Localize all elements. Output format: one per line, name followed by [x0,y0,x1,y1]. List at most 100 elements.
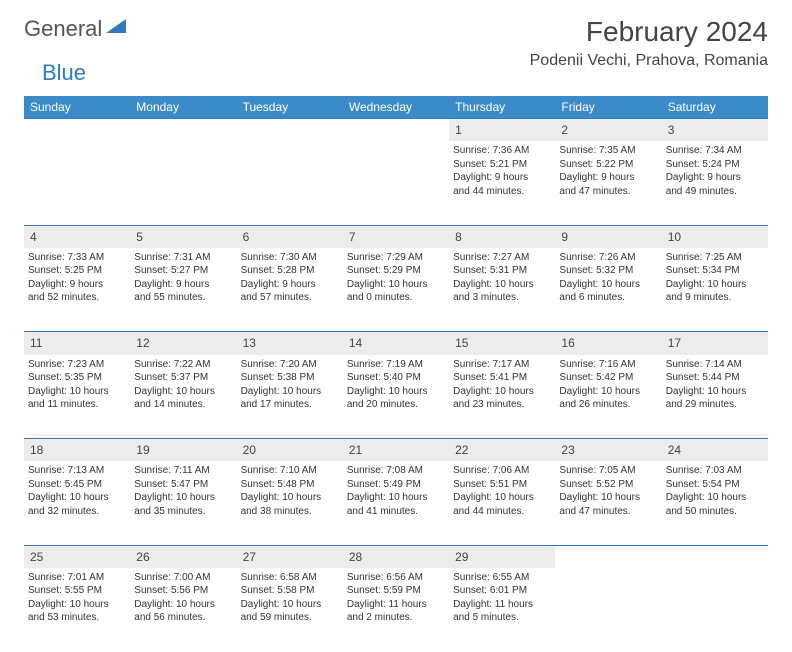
day1-text: Daylight: 10 hours [559,385,657,399]
sunrise-text: Sunrise: 7:33 AM [28,251,126,265]
sunrise-text: Sunrise: 7:29 AM [347,251,445,265]
day-number: 11 [24,332,130,355]
weekday-header: Friday [555,96,661,119]
day1-text: Daylight: 10 hours [134,598,232,612]
day2-text: and 35 minutes. [134,505,232,519]
day-cell: Sunrise: 7:23 AMSunset: 5:35 PMDaylight:… [24,355,130,439]
day-number: 24 [662,439,768,462]
day1-text: Daylight: 10 hours [453,491,551,505]
sunrise-text: Sunrise: 7:00 AM [134,571,232,585]
sunset-text: Sunset: 5:25 PM [28,264,126,278]
sunset-text: Sunset: 5:29 PM [347,264,445,278]
day2-text: and 50 minutes. [666,505,764,519]
sunrise-text: Sunrise: 7:27 AM [453,251,551,265]
weekday-header: Tuesday [237,96,343,119]
location: Podenii Vechi, Prahova, Romania [530,52,768,70]
day-number: 17 [662,332,768,355]
day-cell [24,141,130,225]
month-title: February 2024 [530,16,768,48]
day2-text: and 26 minutes. [559,398,657,412]
day2-text: and 57 minutes. [241,291,339,305]
weekday-header: Saturday [662,96,768,119]
sunset-text: Sunset: 5:28 PM [241,264,339,278]
sunrise-text: Sunrise: 7:25 AM [666,251,764,265]
day-cell: Sunrise: 7:33 AMSunset: 5:25 PMDaylight:… [24,248,130,332]
day-cell [662,568,768,652]
day-number: 15 [449,332,555,355]
sunrise-text: Sunrise: 7:03 AM [666,464,764,478]
logo-triangle-icon [106,19,126,40]
day1-text: Daylight: 9 hours [666,171,764,185]
day-number: 25 [24,545,130,568]
day-cell: Sunrise: 7:35 AMSunset: 5:22 PMDaylight:… [555,141,661,225]
sunset-text: Sunset: 6:01 PM [453,584,551,598]
day-cell: Sunrise: 7:25 AMSunset: 5:34 PMDaylight:… [662,248,768,332]
day-cell: Sunrise: 7:17 AMSunset: 5:41 PMDaylight:… [449,355,555,439]
logo-text-general: General [24,16,102,42]
sunrise-text: Sunrise: 7:11 AM [134,464,232,478]
day2-text: and 44 minutes. [453,185,551,199]
sunset-text: Sunset: 5:55 PM [28,584,126,598]
day-number: 7 [343,225,449,248]
day1-text: Daylight: 10 hours [666,278,764,292]
day-number [662,545,768,568]
day-cell: Sunrise: 6:58 AMSunset: 5:58 PMDaylight:… [237,568,343,652]
day1-text: Daylight: 10 hours [453,385,551,399]
day1-text: Daylight: 10 hours [347,491,445,505]
sunset-text: Sunset: 5:35 PM [28,371,126,385]
day-cell: Sunrise: 7:36 AMSunset: 5:21 PMDaylight:… [449,141,555,225]
sunset-text: Sunset: 5:52 PM [559,478,657,492]
sunset-text: Sunset: 5:32 PM [559,264,657,278]
day2-text: and 38 minutes. [241,505,339,519]
day1-text: Daylight: 10 hours [666,491,764,505]
day-cell: Sunrise: 7:10 AMSunset: 5:48 PMDaylight:… [237,461,343,545]
day-cell: Sunrise: 7:14 AMSunset: 5:44 PMDaylight:… [662,355,768,439]
day-cell: Sunrise: 7:22 AMSunset: 5:37 PMDaylight:… [130,355,236,439]
sunrise-text: Sunrise: 7:06 AM [453,464,551,478]
sunset-text: Sunset: 5:22 PM [559,158,657,172]
sunrise-text: Sunrise: 7:31 AM [134,251,232,265]
day-cell [555,568,661,652]
day2-text: and 41 minutes. [347,505,445,519]
day-number [237,119,343,142]
day-number: 10 [662,225,768,248]
day-cell: Sunrise: 7:31 AMSunset: 5:27 PMDaylight:… [130,248,236,332]
sunrise-text: Sunrise: 7:17 AM [453,358,551,372]
day1-text: Daylight: 9 hours [559,171,657,185]
weekday-header: Monday [130,96,236,119]
daynum-row: 123 [24,119,768,142]
day2-text: and 29 minutes. [666,398,764,412]
sunset-text: Sunset: 5:44 PM [666,371,764,385]
day2-text: and 32 minutes. [28,505,126,519]
day1-text: Daylight: 9 hours [241,278,339,292]
daynum-row: 18192021222324 [24,439,768,462]
sunset-text: Sunset: 5:51 PM [453,478,551,492]
sunset-text: Sunset: 5:41 PM [453,371,551,385]
day2-text: and 17 minutes. [241,398,339,412]
day1-text: Daylight: 10 hours [666,385,764,399]
sunrise-text: Sunrise: 7:10 AM [241,464,339,478]
day1-text: Daylight: 10 hours [347,385,445,399]
day-number: 18 [24,439,130,462]
week-row: Sunrise: 7:01 AMSunset: 5:55 PMDaylight:… [24,568,768,652]
weekday-header: Thursday [449,96,555,119]
sunrise-text: Sunrise: 7:20 AM [241,358,339,372]
day-cell: Sunrise: 7:06 AMSunset: 5:51 PMDaylight:… [449,461,555,545]
day-number: 1 [449,119,555,142]
day-cell: Sunrise: 7:03 AMSunset: 5:54 PMDaylight:… [662,461,768,545]
day2-text: and 14 minutes. [134,398,232,412]
sunrise-text: Sunrise: 7:22 AM [134,358,232,372]
day-cell: Sunrise: 7:27 AMSunset: 5:31 PMDaylight:… [449,248,555,332]
weekday-header: Sunday [24,96,130,119]
day1-text: Daylight: 10 hours [28,491,126,505]
day-number: 21 [343,439,449,462]
day-cell: Sunrise: 7:34 AMSunset: 5:24 PMDaylight:… [662,141,768,225]
day-number: 6 [237,225,343,248]
week-row: Sunrise: 7:33 AMSunset: 5:25 PM Daylight:… [24,248,768,332]
day2-text: and 2 minutes. [347,611,445,625]
day-cell: Sunrise: 7:01 AMSunset: 5:55 PMDaylight:… [24,568,130,652]
day-cell [237,141,343,225]
day-number: 27 [237,545,343,568]
day-number: 5 [130,225,236,248]
day2-text: and 55 minutes. [134,291,232,305]
